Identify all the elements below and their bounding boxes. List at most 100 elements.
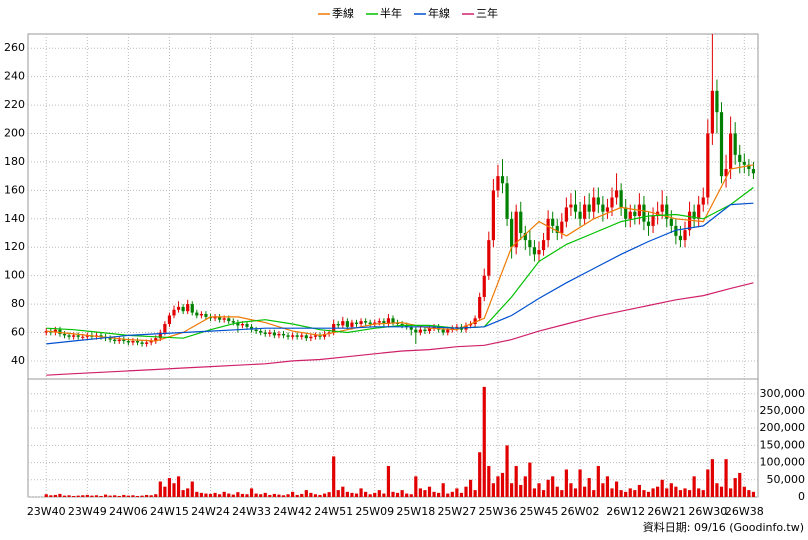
volume-bar bbox=[683, 488, 687, 497]
volume-bar bbox=[441, 483, 445, 497]
volume-bar bbox=[751, 491, 756, 497]
candle-body bbox=[354, 322, 359, 324]
candle-body bbox=[733, 133, 737, 155]
y-tick-label: 80 bbox=[11, 297, 25, 310]
candle-body bbox=[564, 207, 568, 222]
volume-bar bbox=[583, 486, 587, 497]
candle-body bbox=[281, 333, 286, 336]
candle-body bbox=[277, 333, 281, 336]
candle-body bbox=[295, 335, 299, 337]
volume-bar bbox=[537, 483, 541, 497]
candle-body bbox=[724, 169, 728, 177]
y-tick-label: 240 bbox=[4, 70, 25, 83]
x-tick-label: 24W06 bbox=[109, 505, 148, 518]
candle-body bbox=[122, 339, 126, 342]
volume-bar bbox=[272, 493, 276, 497]
candle-body bbox=[163, 323, 167, 333]
volume-bar bbox=[409, 494, 413, 497]
candle-body bbox=[373, 322, 377, 324]
volume-bar bbox=[628, 488, 632, 497]
volume-bar bbox=[268, 494, 272, 497]
candle-body bbox=[126, 341, 130, 343]
volume-bar bbox=[614, 481, 619, 497]
candle-body bbox=[263, 332, 267, 334]
candle-body bbox=[719, 112, 724, 177]
volume-bar bbox=[560, 490, 564, 497]
candle-body bbox=[555, 225, 559, 234]
volume-bar bbox=[637, 484, 641, 497]
volume-bar bbox=[697, 488, 701, 497]
candle-body bbox=[336, 323, 340, 326]
volume-bar bbox=[281, 495, 286, 497]
candle-body bbox=[528, 240, 532, 248]
candle-body bbox=[140, 342, 144, 344]
volume-bar bbox=[208, 493, 213, 497]
x-tick-label: 25W27 bbox=[437, 505, 476, 518]
candle-body bbox=[113, 339, 117, 342]
volume-bar bbox=[81, 495, 85, 497]
candle-body bbox=[710, 90, 714, 134]
volume-bar bbox=[149, 495, 153, 497]
y-tick-label: 40 bbox=[11, 354, 25, 367]
candle-body bbox=[692, 211, 696, 219]
volume-bar bbox=[646, 491, 651, 497]
candle-body bbox=[382, 321, 386, 324]
candle-body bbox=[249, 326, 254, 330]
candle-body bbox=[478, 296, 482, 319]
candle-body bbox=[154, 338, 158, 342]
volume-bar bbox=[437, 492, 441, 497]
volume-bar bbox=[619, 490, 623, 497]
volume-bar bbox=[49, 495, 53, 497]
y-tick-label: 140 bbox=[4, 212, 25, 225]
volume-bar bbox=[236, 492, 240, 497]
candle-body bbox=[245, 323, 249, 327]
volume-bar bbox=[199, 492, 203, 497]
candle-body bbox=[500, 176, 505, 184]
volume-bar bbox=[665, 488, 669, 497]
candle-body bbox=[646, 221, 651, 226]
candle-body bbox=[414, 329, 418, 333]
volume-bar bbox=[53, 494, 57, 497]
candle-body bbox=[473, 318, 477, 324]
volume-bar bbox=[318, 494, 322, 497]
volume-bar bbox=[231, 494, 235, 497]
volume-bar bbox=[172, 483, 176, 497]
volume-bar bbox=[395, 492, 400, 497]
candle-body bbox=[418, 329, 422, 333]
volume-bar bbox=[58, 493, 62, 497]
volume-bar bbox=[742, 486, 746, 497]
volume-bar bbox=[500, 472, 505, 497]
candle-body bbox=[322, 333, 327, 337]
volume-bar bbox=[245, 494, 249, 497]
candle-body bbox=[514, 211, 518, 248]
volume-bar bbox=[222, 491, 226, 497]
x-tick-label: 25W36 bbox=[479, 505, 518, 518]
candle-body bbox=[345, 321, 349, 327]
volume-bar bbox=[587, 478, 591, 497]
volume-bar bbox=[291, 491, 295, 497]
v-tick-label: 300,000 bbox=[760, 387, 806, 400]
candle-body bbox=[62, 333, 67, 336]
ma-line bbox=[46, 282, 754, 376]
candle-body bbox=[633, 211, 637, 216]
volume-bar bbox=[277, 494, 281, 497]
candle-body bbox=[313, 335, 318, 337]
x-tick-label: 24W33 bbox=[232, 505, 271, 518]
candle-body bbox=[628, 211, 632, 219]
volume-bar bbox=[373, 492, 377, 497]
volume-bar bbox=[724, 459, 728, 497]
candle-body bbox=[665, 204, 669, 219]
candle-body bbox=[519, 211, 523, 234]
candle-body bbox=[578, 211, 582, 219]
volume-bar bbox=[459, 492, 464, 497]
x-tick-label: 26W30 bbox=[688, 505, 727, 518]
volume-bar bbox=[733, 478, 737, 497]
volume-bar bbox=[423, 490, 427, 497]
candle-body bbox=[423, 329, 427, 332]
volume-bar bbox=[341, 486, 345, 497]
volume-bar bbox=[719, 486, 724, 497]
candle-body bbox=[651, 215, 655, 226]
v-tick-label: 0 bbox=[798, 490, 805, 503]
candle-body bbox=[537, 250, 541, 255]
candle-body bbox=[172, 309, 176, 316]
